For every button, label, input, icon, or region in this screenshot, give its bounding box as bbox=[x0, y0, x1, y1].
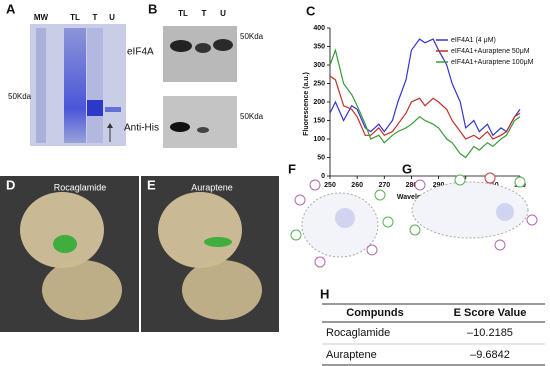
series-line bbox=[329, 75, 521, 140]
blot-band bbox=[197, 127, 209, 133]
panel-label: B bbox=[148, 1, 157, 16]
compound-label: Rocaglamide bbox=[54, 182, 107, 192]
y-tick-label: 350 bbox=[313, 43, 325, 50]
panel-label: H bbox=[320, 286, 329, 301]
panel-g: G bbox=[402, 161, 538, 251]
panel-label: D bbox=[6, 177, 15, 192]
lane-label: MW bbox=[34, 13, 49, 22]
table-cell: Rocaglamide bbox=[326, 327, 390, 339]
lane-label: T bbox=[93, 13, 98, 22]
protein bbox=[42, 260, 122, 320]
y-tick-label: 100 bbox=[313, 136, 325, 143]
panel-e: E Auraptene bbox=[141, 176, 279, 332]
gel-band bbox=[87, 100, 103, 116]
protein bbox=[20, 192, 104, 268]
legend-label: eIF4A1 (4 μM) bbox=[451, 37, 496, 44]
series-line bbox=[329, 48, 521, 159]
residue bbox=[309, 179, 321, 191]
gel-lane bbox=[64, 28, 86, 143]
marker-label: 50Kda bbox=[240, 112, 264, 121]
compound-label: Auraptene bbox=[191, 182, 233, 192]
panel-d: D Rocaglamide bbox=[0, 176, 139, 332]
residue bbox=[409, 224, 421, 236]
residue bbox=[454, 174, 466, 186]
marker-label: 50Kda bbox=[8, 92, 32, 101]
y-tick-label: 150 bbox=[313, 117, 325, 124]
y-tick-label: 400 bbox=[313, 25, 325, 32]
residue bbox=[374, 189, 386, 201]
blot-band bbox=[195, 43, 211, 53]
x-tick-label: 290 bbox=[433, 182, 445, 189]
panel-label: C bbox=[306, 3, 316, 18]
blot bbox=[163, 96, 237, 148]
gel-lane bbox=[36, 28, 46, 143]
ligand bbox=[53, 235, 77, 253]
gel-lane bbox=[87, 28, 103, 143]
residue bbox=[314, 256, 326, 268]
interaction-diagram bbox=[411, 181, 529, 239]
blot-label: eIF4A bbox=[127, 47, 154, 58]
blot bbox=[163, 26, 237, 82]
lane-label: U bbox=[109, 13, 115, 22]
residue bbox=[294, 194, 306, 206]
lane-label: T bbox=[202, 9, 207, 18]
protein bbox=[182, 260, 262, 320]
panel-c: C Fluorescence (a.u.) Wavelength (nm) 05… bbox=[303, 3, 534, 200]
panel-f: F bbox=[288, 161, 394, 268]
lane-label: U bbox=[220, 9, 226, 18]
residue bbox=[514, 176, 526, 188]
y-tick-label: 0 bbox=[321, 173, 325, 180]
gel-band bbox=[105, 107, 121, 112]
legend-label: eIF4A1+Auraptene 50μM bbox=[451, 48, 530, 55]
blot-band bbox=[213, 39, 233, 51]
panel-b: B TL T U eIF4A Anti-His 50Kda 50Kda bbox=[124, 1, 264, 148]
x-tick-label: 250 bbox=[324, 182, 336, 189]
ligand-atom bbox=[496, 203, 514, 221]
y-tick-label: 300 bbox=[313, 62, 325, 69]
x-tick-label: 260 bbox=[351, 182, 363, 189]
residue bbox=[414, 179, 426, 191]
table-cell: –10.2185 bbox=[467, 327, 513, 339]
y-tick-label: 250 bbox=[313, 80, 325, 87]
y-tick-label: 50 bbox=[317, 154, 325, 161]
table-header: Compunds bbox=[346, 307, 403, 319]
blot-band bbox=[170, 122, 190, 132]
panel-h: H Compunds E Score Value Rocaglamide –10… bbox=[320, 286, 545, 366]
residue bbox=[494, 239, 506, 251]
residue bbox=[290, 229, 302, 241]
y-tick-label: 200 bbox=[313, 99, 325, 106]
ligand bbox=[204, 237, 232, 247]
table-header: E Score Value bbox=[454, 307, 527, 319]
blot-label: Anti-His bbox=[124, 123, 159, 134]
x-tick-label: 280 bbox=[406, 182, 418, 189]
panel-label: F bbox=[288, 161, 296, 176]
panel-label: E bbox=[147, 177, 156, 192]
residue bbox=[484, 172, 496, 184]
table-cell: Auraptene bbox=[326, 349, 377, 361]
legend-label: eIF4A1+Auraptene 100μM bbox=[451, 59, 534, 66]
table-cell: –9.6842 bbox=[470, 349, 510, 361]
residue bbox=[526, 214, 538, 226]
residue bbox=[382, 216, 394, 228]
blot-band bbox=[170, 40, 192, 52]
residue bbox=[366, 244, 378, 256]
series-line bbox=[329, 38, 521, 137]
lane-label: TL bbox=[70, 13, 80, 22]
y-axis-label: Fluorescence (a.u.) bbox=[303, 72, 310, 136]
x-tick-label: 270 bbox=[378, 182, 390, 189]
lane-label: TL bbox=[178, 9, 188, 18]
panel-a: A MW TL T U 50Kda bbox=[6, 1, 126, 146]
protein bbox=[158, 192, 242, 268]
panel-label: A bbox=[6, 1, 16, 16]
arrow-head bbox=[107, 123, 113, 128]
marker-label: 50Kda bbox=[240, 32, 264, 41]
ligand-atom bbox=[335, 208, 355, 228]
panel-label: G bbox=[402, 161, 412, 176]
